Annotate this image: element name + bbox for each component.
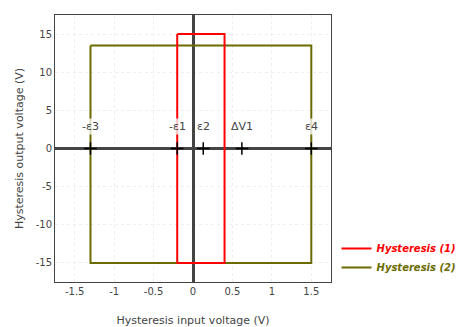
- svg-text:0: 0: [190, 286, 196, 297]
- svg-text:0: 0: [46, 143, 52, 154]
- svg-text:Hysteresis (2): Hysteresis (2): [377, 262, 456, 273]
- svg-text:0.5: 0.5: [224, 286, 240, 297]
- svg-text:-ε3: -ε3: [82, 120, 99, 133]
- svg-text:10: 10: [39, 67, 52, 78]
- svg-text:-ε1: -ε1: [169, 120, 186, 133]
- svg-text:-0.5: -0.5: [144, 286, 164, 297]
- svg-text:ΔV1: ΔV1: [231, 120, 253, 133]
- svg-text:-5: -5: [42, 181, 52, 192]
- svg-text:1: 1: [269, 286, 275, 297]
- svg-text:5: 5: [46, 105, 52, 116]
- svg-text:Hysteresis output voltage (V): Hysteresis output voltage (V): [13, 68, 26, 229]
- svg-text:-10: -10: [36, 219, 52, 230]
- svg-text:-15: -15: [36, 257, 52, 268]
- svg-text:Hysteresis input voltage (V): Hysteresis input voltage (V): [116, 314, 269, 327]
- svg-text:Hysteresis (1): Hysteresis (1): [377, 243, 456, 254]
- svg-text:ε4: ε4: [305, 120, 318, 133]
- svg-text:-1: -1: [109, 286, 119, 297]
- svg-text:ε2: ε2: [197, 120, 210, 133]
- svg-text:15: 15: [39, 29, 52, 40]
- svg-text:-1.5: -1.5: [65, 286, 85, 297]
- svg-text:1.5: 1.5: [303, 286, 319, 297]
